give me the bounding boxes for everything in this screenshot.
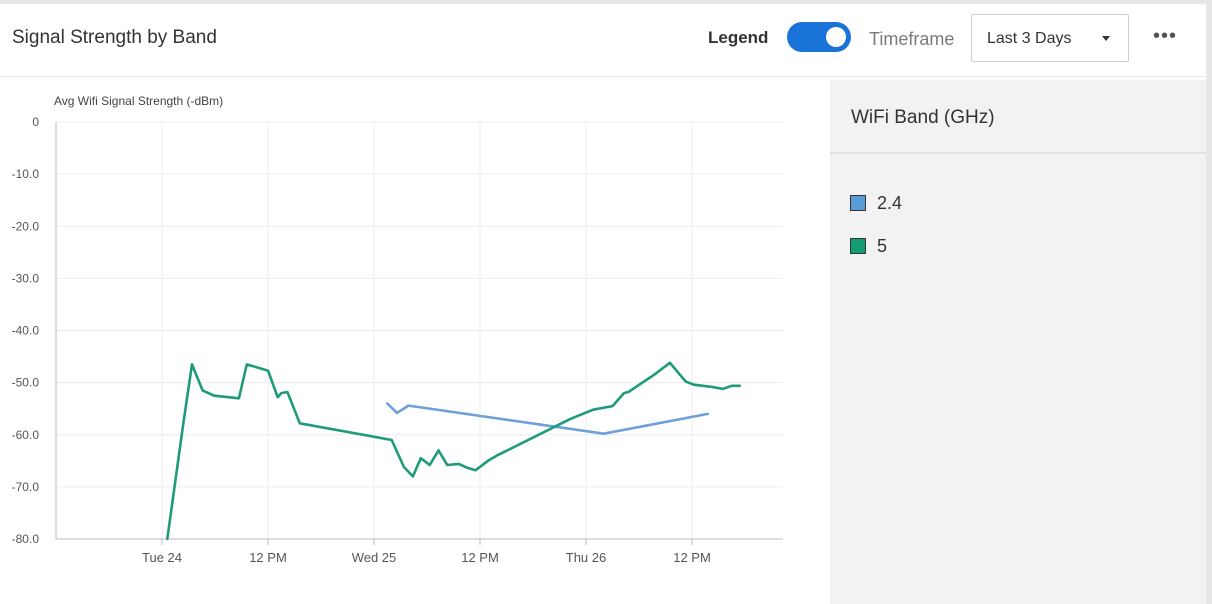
- panel-header: Signal Strength by Band Legend Timeframe…: [0, 4, 1206, 77]
- y-tick-label: -80.0: [12, 532, 40, 546]
- legend-label-2-4: 2.4: [877, 193, 903, 213]
- legend-toggle[interactable]: [787, 22, 851, 52]
- y-tick-label: -30.0: [12, 271, 40, 285]
- x-tick-label: 12 PM: [461, 550, 499, 565]
- signal-line-chart: 0 -10.0 -20.0 -30.0 -40.0 -50.0 -60.0 -70.0 -80.…: [12, 94, 783, 565]
- x-tick-label: 12 PM: [249, 550, 287, 565]
- legend-swatch-2-4: [850, 195, 866, 211]
- y-tick-label: -40.0: [12, 324, 40, 338]
- y-tick-label: 0: [32, 115, 39, 129]
- legend-header: WiFi Band (GHz): [830, 80, 1206, 154]
- legend-label-5: 5: [877, 236, 888, 256]
- chart-panel: Signal Strength by Band Legend Timeframe…: [0, 4, 1206, 604]
- x-tick-label: Wed 25: [352, 550, 397, 565]
- y-tick-label: -70.0: [12, 480, 40, 494]
- legend-toggle-label: Legend: [708, 28, 769, 47]
- y-tick-label: -60.0: [12, 428, 40, 442]
- series-line-2-4: [385, 402, 710, 436]
- timeframe-label: Timeframe: [869, 29, 955, 49]
- timeframe-dropdown[interactable]: Last 3 Days: [971, 14, 1129, 62]
- panel-title: Signal Strength by Band: [12, 27, 217, 48]
- x-tick-label: Tue 24: [142, 550, 182, 565]
- y-axis-label: Avg Wifi Signal Strength (-dBm): [54, 94, 223, 108]
- caret-down-icon: [1102, 36, 1110, 41]
- timeframe-value: Last 3 Days: [987, 30, 1072, 47]
- legend-swatch-5: [850, 238, 866, 254]
- y-tick-label: -50.0: [12, 376, 40, 390]
- toggle-knob: [826, 27, 846, 47]
- y-tick-label: -10.0: [12, 167, 40, 181]
- x-tick-label: 12 PM: [673, 550, 711, 565]
- legend-title: WiFi Band (GHz): [851, 107, 995, 128]
- more-horizontal-icon[interactable]: •••: [1153, 25, 1178, 47]
- legend-panel: WiFi Band (GHz) 2.4 5: [830, 80, 1206, 604]
- x-tick-label: Thu 26: [566, 550, 606, 565]
- series-line-5: [166, 361, 742, 541]
- y-tick-label: -20.0: [12, 219, 40, 233]
